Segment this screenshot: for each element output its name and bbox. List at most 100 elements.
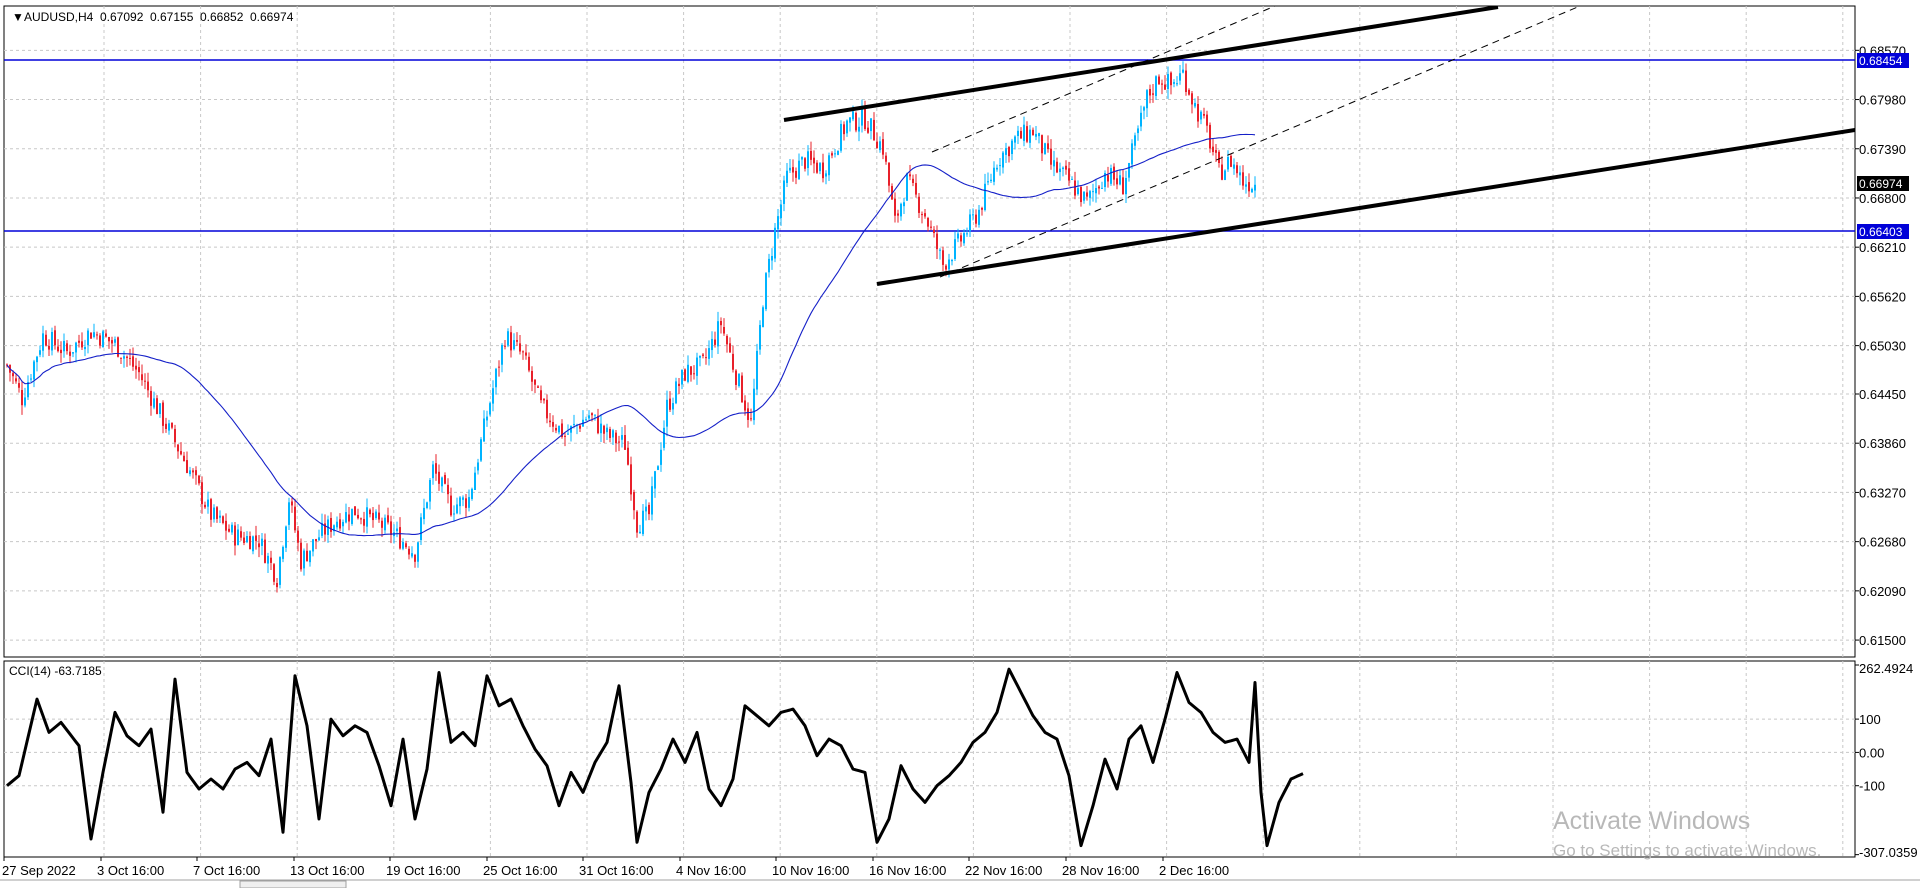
- level-tag-support: 0.66403: [1857, 224, 1909, 239]
- candle: [825, 170, 827, 185]
- candle: [501, 343, 503, 373]
- candle: [585, 416, 587, 422]
- candle: [1203, 107, 1205, 119]
- time-tick-label: 28 Nov 16:00: [1062, 863, 1139, 878]
- candle-body: [1074, 180, 1076, 196]
- candle-body: [396, 528, 398, 532]
- candle: [1074, 171, 1076, 200]
- dashed-channel-upper[interactable]: [931, 6, 1276, 153]
- candle-body: [228, 528, 230, 532]
- candle: [339, 513, 341, 531]
- candle-body: [828, 155, 830, 176]
- candle-body: [243, 537, 245, 543]
- collapse-arrow-icon[interactable]: ▼: [12, 10, 24, 24]
- candle: [675, 377, 677, 405]
- candle: [681, 369, 683, 390]
- candle-body: [372, 512, 374, 521]
- cci-indicator-pane[interactable]: CCI(14) -63.7185: [3, 660, 1856, 858]
- candle: [486, 410, 488, 427]
- candle: [513, 333, 515, 351]
- candle: [792, 159, 794, 182]
- candle: [99, 333, 101, 349]
- lower-trendline[interactable]: [876, 128, 1855, 286]
- time-tick-label: 7 Oct 16:00: [193, 863, 260, 878]
- candle: [1083, 191, 1085, 204]
- candle-body: [1077, 188, 1079, 195]
- time-tick-label: 16 Nov 16:00: [869, 863, 946, 878]
- candle-body: [483, 418, 485, 442]
- candle: [465, 494, 467, 517]
- candle: [555, 424, 557, 434]
- candle: [771, 248, 773, 270]
- candle: [618, 435, 620, 452]
- candle-body: [120, 357, 122, 359]
- candle-body: [606, 427, 608, 433]
- candle-body: [177, 444, 179, 452]
- candle: [981, 206, 983, 216]
- candle: [957, 228, 959, 243]
- upper-trendline[interactable]: [783, 6, 1499, 122]
- candle: [435, 454, 437, 481]
- candle: [342, 519, 344, 534]
- candle: [111, 336, 113, 353]
- candle-body: [183, 455, 185, 462]
- candle: [699, 355, 701, 367]
- candle-body: [186, 460, 188, 473]
- candle-body: [705, 357, 707, 359]
- candle: [285, 525, 287, 552]
- candle: [1200, 110, 1202, 125]
- time-tick-label: 27 Sep 2022: [2, 863, 76, 878]
- candle: [1239, 165, 1241, 186]
- candle-body: [516, 340, 518, 342]
- price-axis[interactable]: 0.685700.679800.673900.668000.662100.656…: [1855, 43, 1906, 648]
- time-axis[interactable]: 27 Sep 2022 3 Oct 16:00 7 Oct 16:00 13 Oct …: [2, 857, 1229, 878]
- candle: [774, 222, 776, 263]
- candle-body: [480, 439, 482, 461]
- candle-body: [408, 548, 410, 555]
- candle: [1131, 139, 1133, 169]
- candle: [657, 465, 659, 471]
- candle: [873, 112, 875, 141]
- candle: [519, 334, 521, 355]
- candle-body: [447, 484, 449, 495]
- candle-body: [30, 378, 32, 380]
- horizontal-levels[interactable]: [4, 59, 1855, 232]
- chart-tab[interactable]: [239, 880, 347, 888]
- candle: [936, 225, 938, 259]
- trend-channel[interactable]: [783, 6, 1855, 286]
- candle: [102, 329, 104, 348]
- chart-tab-strip[interactable]: [0, 879, 1920, 888]
- candle: [1251, 187, 1253, 193]
- candle-body: [543, 398, 545, 401]
- cci-axis[interactable]: 262.4924 100 0.00 -100 -307.0359: [1855, 661, 1918, 860]
- candle-body: [549, 420, 551, 423]
- ohlc-open: 0.67092: [100, 10, 144, 24]
- candle: [777, 209, 779, 239]
- candle: [1236, 162, 1238, 178]
- price-tick-label: 0.62680: [1859, 535, 1906, 550]
- candle: [381, 517, 383, 538]
- candle: [735, 369, 737, 391]
- candle: [1062, 166, 1064, 177]
- candle: [729, 337, 731, 353]
- candle-body: [36, 356, 38, 363]
- candle-body: [1098, 186, 1100, 189]
- candle-body: [150, 390, 152, 406]
- candle-body: [816, 162, 818, 173]
- candle: [1026, 121, 1028, 144]
- candle-body: [942, 250, 944, 265]
- candle: [189, 466, 191, 477]
- candle: [603, 424, 605, 443]
- candle-body: [72, 352, 74, 354]
- candle: [1167, 66, 1169, 99]
- candle: [537, 385, 539, 389]
- candle-body: [1041, 135, 1043, 154]
- candle-body: [195, 470, 197, 476]
- candle-body: [1188, 89, 1190, 95]
- dashed-channel-lower[interactable]: [939, 6, 1581, 278]
- candle: [1158, 74, 1160, 85]
- candle-body: [348, 514, 350, 522]
- main-price-pane[interactable]: ▼ AUDUSD,H4 0.67092 0.67155 0.66852 0.66…: [3, 5, 1856, 658]
- candle-body: [129, 357, 131, 359]
